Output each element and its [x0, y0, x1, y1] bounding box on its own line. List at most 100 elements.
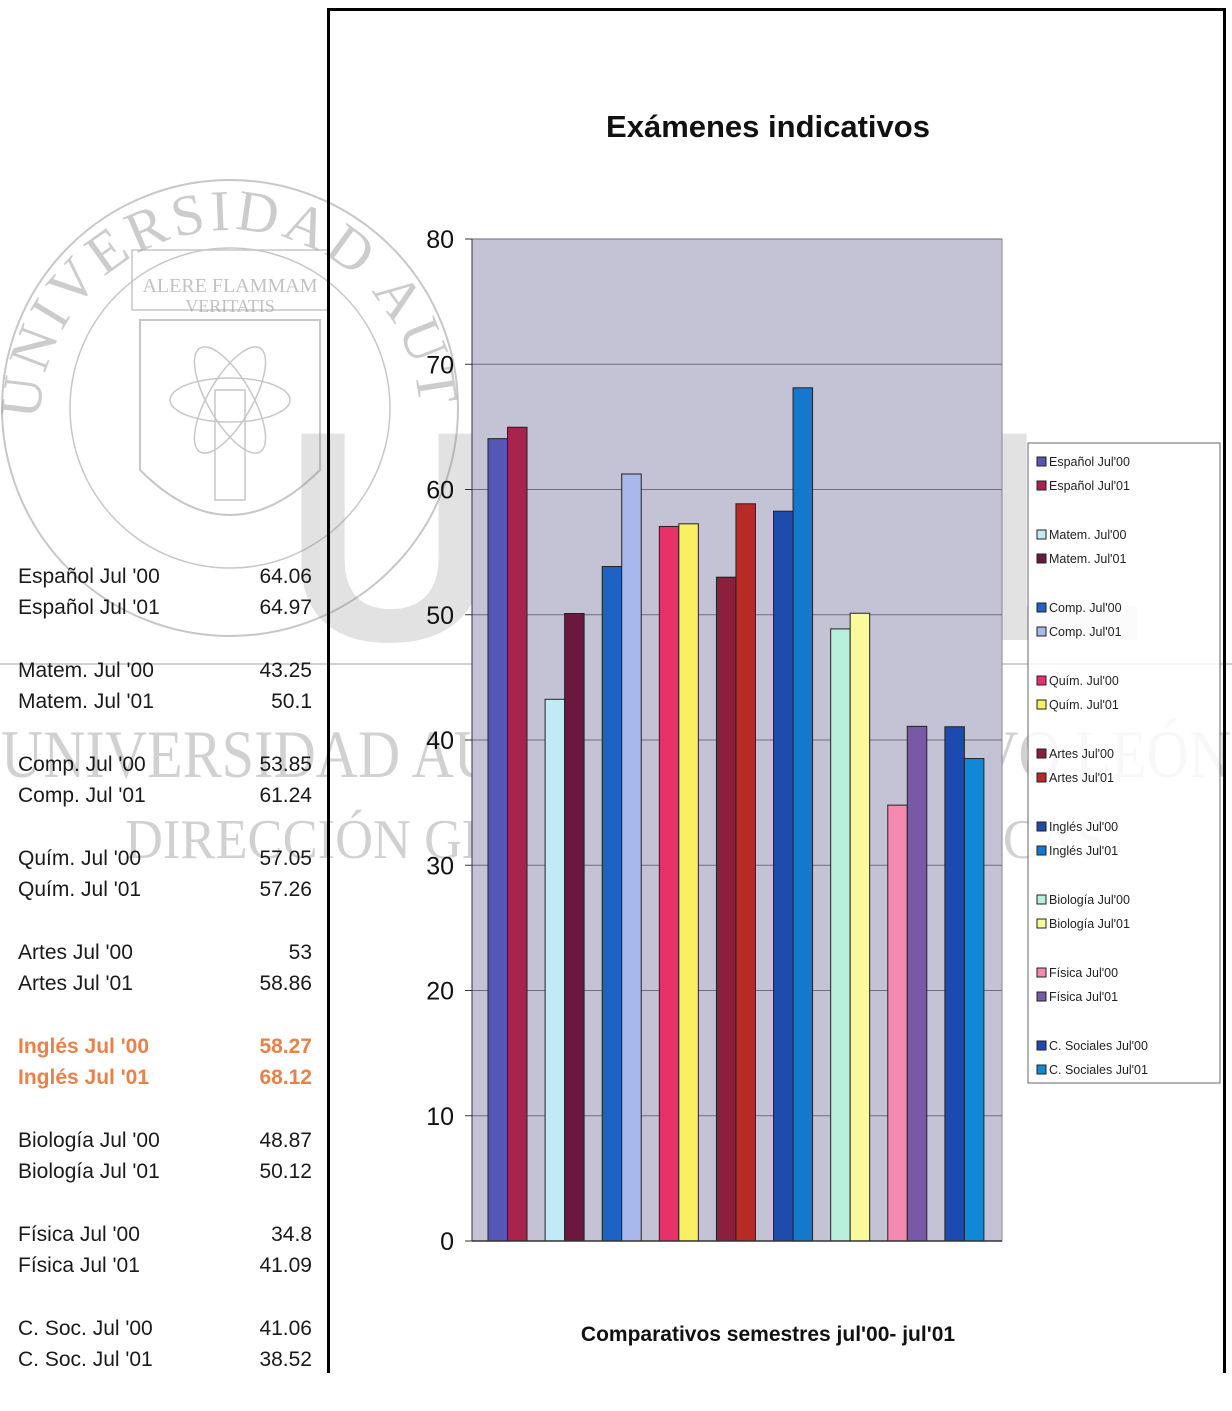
bar [658, 525, 680, 1242]
row-label: Quím. Jul '00 [18, 847, 142, 870]
legend-swatch [1036, 1064, 1047, 1075]
table-row: Matem. Jul '01 50.1 [18, 690, 318, 721]
seal-motto-line1: ALERE FLAMMAM [142, 275, 317, 297]
table-row: Inglés Jul '01 68.12 [18, 1066, 318, 1097]
bar [792, 387, 814, 1242]
legend-entry: Quím. Jul'01 [1049, 698, 1119, 712]
legend-swatch [1036, 1040, 1047, 1051]
y-tick-label: 20 [426, 978, 454, 1006]
y-tick-label: 50 [426, 602, 454, 630]
row-value: 50.1 [271, 690, 312, 713]
row-value: 64.06 [259, 565, 312, 588]
row-label: Español Jul '01 [18, 596, 160, 619]
row-label: Quím. Jul '01 [18, 878, 142, 901]
table-row: Física Jul '01 41.09 [18, 1254, 318, 1285]
bar [715, 576, 737, 1242]
row-value: 41.06 [259, 1317, 312, 1340]
legend: Español Jul'00 Español Jul'01 Matem. Jul'0… [1027, 442, 1221, 1084]
legend-entry: Física Jul'01 [1049, 990, 1118, 1004]
row-value: 38.52 [259, 1348, 312, 1371]
legend-entry: C. Sociales Jul'00 [1049, 1039, 1148, 1053]
data-table: Español Jul '00 64.06 Español Jul '01 64.97… [18, 565, 318, 1411]
row-value: 64.97 [259, 596, 312, 619]
row-label: Inglés Jul '01 [18, 1066, 150, 1089]
bar [621, 473, 642, 1242]
legend-swatch [1036, 991, 1047, 1002]
table-row: Comp. Jul '01 61.24 [18, 784, 318, 815]
table-row: Inglés Jul '00 58.27 [18, 1035, 318, 1066]
table-group: Artes Jul '00 53 Artes Jul '01 58.86 [18, 941, 318, 1003]
table-row: Matem. Jul '00 43.25 [18, 659, 318, 690]
legend-entry: Matem. Jul'01 [1049, 552, 1126, 566]
bar [487, 438, 508, 1242]
legend-entry: Biología Jul'00 [1049, 893, 1130, 907]
table-row: Quím. Jul '00 57.05 [18, 847, 318, 878]
row-label: Artes Jul '00 [18, 941, 133, 964]
row-label: Matem. Jul '00 [18, 659, 154, 682]
legend-swatch [1036, 675, 1047, 686]
legend-swatch [1036, 967, 1047, 978]
legend-swatch [1036, 772, 1047, 783]
row-value: 50.12 [259, 1160, 312, 1183]
table-group: Comp. Jul '00 53.85 Comp. Jul '01 61.24 [18, 753, 318, 815]
legend-swatch [1036, 602, 1047, 613]
row-label: Comp. Jul '01 [18, 784, 146, 807]
legend-entry: C. Sociales Jul'01 [1049, 1063, 1148, 1077]
bars [487, 387, 985, 1242]
row-value: 53.85 [259, 753, 312, 776]
table-group: Español Jul '00 64.06 Español Jul '01 64.97 [18, 565, 318, 627]
table-row: Español Jul '01 64.97 [18, 596, 318, 627]
bar [830, 628, 851, 1242]
row-label: Matem. Jul '01 [18, 690, 154, 713]
row-label: Español Jul '00 [18, 565, 160, 588]
legend-entry: Artes Jul'00 [1049, 747, 1114, 761]
table-group: Biología Jul '00 48.87 Biología Jul '01 50.… [18, 1129, 318, 1191]
bar [906, 725, 928, 1242]
legend-entry: Quím. Jul'00 [1049, 674, 1119, 688]
legend-entry: Matem. Jul'00 [1049, 528, 1126, 542]
y-tick-label: 80 [426, 226, 454, 254]
table-row: Biología Jul '00 48.87 [18, 1129, 318, 1160]
table-group: Inglés Jul '00 58.27 Inglés Jul '01 68.12 [18, 1035, 318, 1097]
row-label: Física Jul '01 [18, 1254, 140, 1277]
bar [887, 804, 908, 1242]
bar-chart: Exámenes indicativos 0 10 20 30 40 50 60 70 80 C… [426, 109, 1221, 1346]
table-row: Español Jul '00 64.06 [18, 565, 318, 596]
y-tick-label: 0 [440, 1228, 454, 1256]
legend-entry: Español Jul'00 [1049, 455, 1130, 469]
y-axis: 0 10 20 30 40 50 60 70 80 [426, 226, 473, 1256]
legend-entry: Artes Jul'01 [1049, 771, 1114, 785]
bar [544, 698, 566, 1242]
bar [773, 510, 794, 1242]
row-value: 48.87 [259, 1129, 312, 1152]
legend-entry: Biología Jul'01 [1049, 917, 1130, 931]
legend-entry: Comp. Jul'00 [1049, 601, 1122, 615]
row-value: 41.09 [259, 1254, 312, 1277]
table-row: C. Soc. Jul '00 41.06 [18, 1317, 318, 1348]
bar [564, 612, 585, 1242]
row-label: Artes Jul '01 [18, 972, 133, 995]
table-row: Comp. Jul '00 53.85 [18, 753, 318, 784]
legend-swatch [1036, 699, 1047, 710]
bar [944, 726, 965, 1242]
bar [963, 758, 985, 1242]
legend-swatch [1036, 894, 1047, 905]
table-group: Física Jul '00 34.8 Física Jul '01 41.09 [18, 1223, 318, 1285]
table-row: C. Soc. Jul '01 38.52 [18, 1348, 318, 1379]
row-value: 68.12 [259, 1066, 312, 1089]
legend-entry: Inglés Jul'00 [1049, 820, 1118, 834]
legend-swatch [1036, 918, 1047, 929]
chart-frame: Exámenes indicativos 0 10 20 30 40 50 60 70 80 C… [327, 8, 1226, 1373]
legend-swatch [1036, 456, 1047, 467]
row-value: 57.05 [259, 847, 312, 870]
legend-swatch [1036, 748, 1047, 759]
row-label: C. Soc. Jul '00 [18, 1317, 153, 1340]
row-label: Inglés Jul '00 [18, 1035, 150, 1058]
row-value: 58.27 [259, 1035, 312, 1058]
y-tick-label: 10 [426, 1103, 454, 1131]
table-group: Matem. Jul '00 43.25 Matem. Jul '01 50.1 [18, 659, 318, 721]
legend-swatch [1036, 553, 1047, 564]
y-tick-label: 30 [426, 852, 454, 880]
table-row: Biología Jul '01 50.12 [18, 1160, 318, 1191]
row-value: 43.25 [259, 659, 312, 682]
